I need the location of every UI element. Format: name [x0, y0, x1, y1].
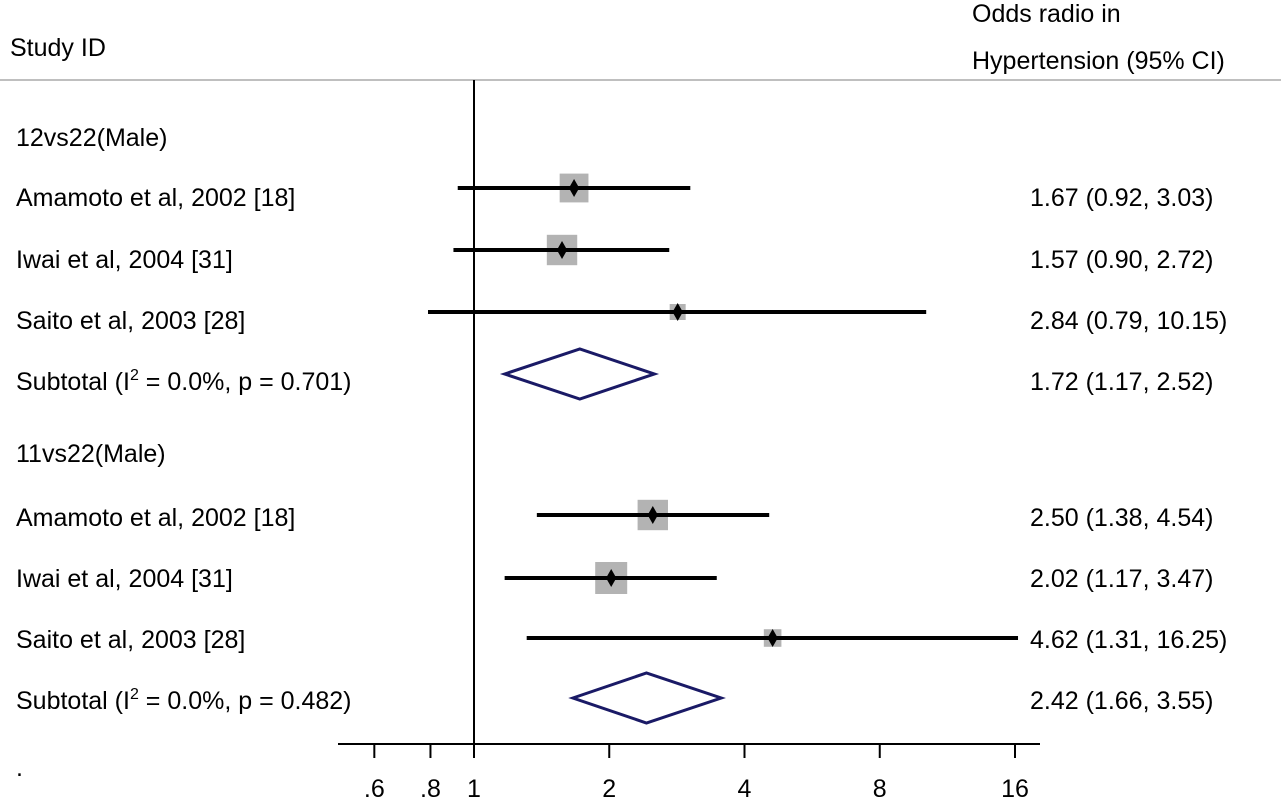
- x-tick-label: 16: [1001, 775, 1029, 800]
- subtotal-label: Subtotal (I2 = 0.0%, p = 0.701): [16, 367, 352, 396]
- study-label: Iwai et al, 2004 [31]: [16, 565, 233, 593]
- estimate-text: 1.57 (0.90, 2.72): [1030, 246, 1214, 274]
- subtotal-diamond: [568, 671, 726, 725]
- study-label: Saito et al, 2003 [28]: [16, 307, 246, 335]
- point-estimate: [767, 628, 778, 648]
- estimate-text: 1.67 (0.92, 3.03): [1030, 184, 1214, 212]
- study-label: Amamoto et al, 2002 [18]: [16, 184, 296, 212]
- group-label-1: 12vs22(Male): [16, 124, 168, 152]
- point-estimate: [568, 178, 580, 198]
- point-estimate: [606, 568, 617, 588]
- footnote-dot: .: [16, 754, 23, 782]
- study-label: Saito et al, 2003 [28]: [16, 626, 246, 654]
- subtotal-estimate-text: 1.72 (1.17, 2.52): [1030, 368, 1214, 396]
- estimate-text: 2.84 (0.79, 10.15): [1030, 307, 1228, 335]
- x-tick-label: .8: [420, 775, 441, 800]
- x-tick-label: .6: [364, 775, 385, 800]
- estimate-text: 4.62 (1.31, 16.25): [1030, 626, 1228, 654]
- column-header-or-line1: Odds radio in: [972, 0, 1121, 28]
- point-estimate: [556, 240, 568, 260]
- column-header-study-id: Study ID: [10, 34, 106, 62]
- estimate-text: 2.02 (1.17, 3.47): [1030, 565, 1214, 593]
- x-tick-label: 2: [602, 775, 616, 800]
- point-estimate: [647, 505, 658, 525]
- x-tick-label: 8: [873, 775, 887, 800]
- group-label-2: 11vs22(Male): [16, 440, 166, 468]
- x-tick-label: 4: [738, 775, 752, 800]
- estimate-text: 2.50 (1.38, 4.54): [1030, 504, 1214, 532]
- x-tick-label: 1: [467, 775, 481, 800]
- subtotal-diamond: [499, 347, 660, 401]
- study-label: Iwai et al, 2004 [31]: [16, 246, 233, 274]
- subtotal-estimate-text: 2.42 (1.66, 3.55): [1030, 687, 1214, 715]
- point-estimate: [672, 302, 683, 322]
- study-label: Amamoto et al, 2002 [18]: [16, 504, 296, 532]
- column-header-or-line2: Hypertension (95% CI): [972, 47, 1225, 75]
- subtotal-label: Subtotal (I2 = 0.0%, p = 0.482): [16, 686, 352, 715]
